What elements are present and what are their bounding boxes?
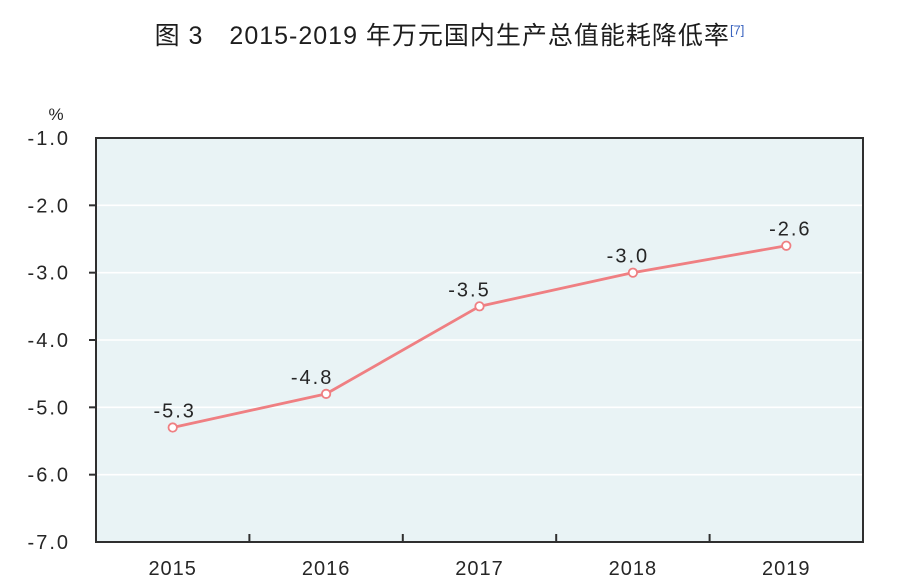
chart-title-text: 图 3 2015-2019 年万元国内生产总值能耗降低率 [154,22,730,50]
data-point-marker [627,267,639,278]
y-tick-label: -3.0 [28,263,70,285]
x-tick-label: 2019 [762,558,811,580]
footnote-ref: [7] [729,22,745,38]
data-point-label: -4.8 [291,367,333,389]
y-tick-label: -7.0 [28,532,70,554]
x-tick-label: 2018 [609,558,658,580]
data-point-marker [474,301,485,312]
y-tick-label: -4.0 [28,330,70,352]
chart-title: 图 3 2015-2019 年万元国内生产总值能耗降低率[7] [0,16,899,52]
data-point-label: -5.3 [153,401,195,423]
y-tick-label: -2.0 [28,195,70,217]
data-point-label: -2.6 [769,219,811,241]
x-tick-label: 2015 [148,558,197,580]
data-point-marker [320,388,332,399]
data-point-marker [781,240,792,251]
y-tick-label: -6.0 [28,465,70,487]
data-point-label: -3.5 [448,279,490,301]
data-point-label: -3.0 [607,246,649,268]
y-tick-label: -1.0 [28,128,70,150]
x-tick-label: 2016 [302,558,351,580]
y-tick-label: -5.0 [28,397,70,419]
y-axis-unit-label: % [48,105,63,124]
data-point-marker [167,422,178,433]
x-tick-label: 2017 [455,558,504,580]
